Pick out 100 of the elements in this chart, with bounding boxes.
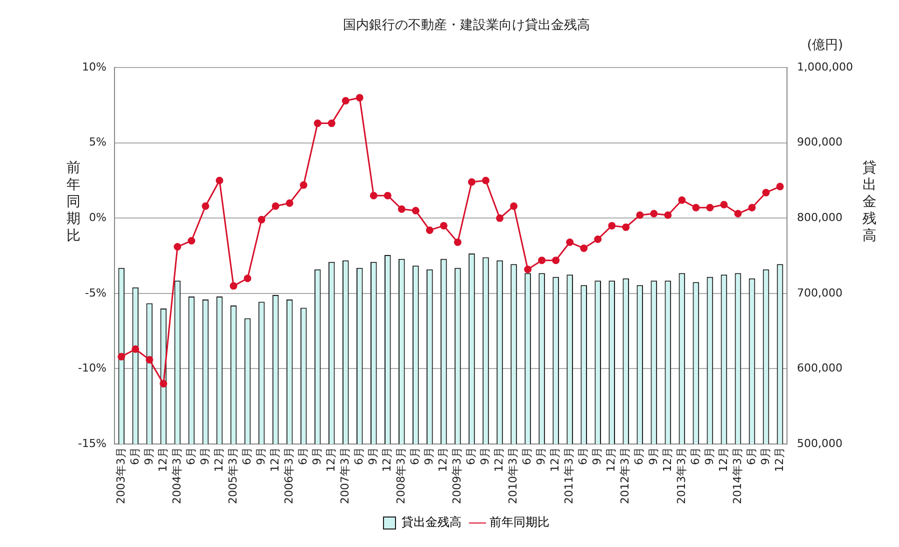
legend-label: 前年同期比 — [490, 515, 550, 530]
x-tick-label: 9月 — [758, 447, 772, 466]
x-tick-label: 12月 — [156, 447, 170, 472]
point — [636, 211, 644, 219]
point — [734, 210, 742, 218]
x-tick-label: 6月 — [464, 447, 478, 466]
point — [356, 94, 364, 102]
y-tick-label: -5% — [84, 286, 106, 300]
x-tick-label: 12月 — [660, 447, 674, 472]
y-tick-label: -10% — [78, 362, 106, 375]
y-tick-label: 5% — [88, 136, 106, 149]
point — [398, 205, 406, 213]
point — [594, 235, 602, 243]
point — [692, 204, 700, 212]
point — [566, 238, 574, 246]
x-tick-label: 2010年3月 — [506, 447, 520, 504]
x-tick-label: 12月 — [716, 447, 730, 472]
x-tick-label: 12月 — [772, 447, 786, 472]
x-tick-label: 9月 — [142, 447, 156, 466]
y2-tick-label: 900,000 — [797, 136, 843, 149]
x-tick-label: 9月 — [254, 447, 268, 466]
x-tick-label: 2007年3月 — [338, 447, 352, 504]
point — [748, 204, 756, 212]
x-tick-label: 12月 — [324, 447, 338, 472]
y2-tick-label: 700,000 — [797, 286, 843, 300]
point — [272, 202, 280, 210]
y2-tick-label: 600,000 — [797, 362, 843, 375]
point — [412, 206, 420, 214]
x-tick-label: 12月 — [212, 447, 226, 472]
x-tick-label: 9月 — [198, 447, 212, 466]
x-tick-label: 6月 — [352, 447, 366, 466]
point — [580, 244, 588, 252]
point — [342, 96, 350, 104]
y2-axis-title: 貸出金残高 — [862, 160, 877, 245]
x-tick-label: 9月 — [702, 447, 716, 466]
point — [650, 210, 658, 218]
point — [230, 282, 238, 290]
x-tick-label: 2009年3月 — [450, 447, 464, 504]
x-tick-label: 9月 — [310, 447, 324, 466]
point — [328, 120, 336, 128]
x-tick-label: 9月 — [478, 447, 492, 466]
point — [160, 380, 168, 388]
point — [454, 238, 462, 246]
point — [720, 200, 728, 208]
point — [244, 274, 252, 282]
point — [258, 216, 266, 224]
point — [552, 256, 560, 264]
y-tick-label: -15% — [78, 436, 106, 450]
x-tick-label: 12月 — [380, 447, 394, 472]
point — [776, 182, 784, 190]
point — [286, 199, 294, 207]
point — [678, 196, 686, 204]
x-tick-label: 6月 — [240, 447, 254, 466]
x-tick-label: 9月 — [422, 447, 436, 466]
chart-title: 国内銀行の不動産・建設業向け貸出金残高 — [343, 17, 590, 34]
point — [314, 120, 322, 128]
y-tick-label: 0% — [88, 211, 106, 224]
point — [622, 223, 630, 231]
point — [216, 176, 224, 184]
x-tick-label: 12月 — [492, 447, 506, 472]
point — [482, 176, 490, 184]
x-tick-label: 6月 — [408, 447, 422, 466]
y2-tick-label: 800,000 — [797, 211, 843, 224]
x-tick-label: 9月 — [366, 447, 380, 466]
x-tick-label: 2004年3月 — [170, 447, 184, 504]
point — [118, 352, 126, 360]
x-tick-label: 6月 — [688, 447, 702, 466]
y-axis-title: 前年同期比 — [66, 160, 81, 245]
x-tick-label: 6月 — [296, 447, 310, 466]
x-tick-label: 2013年3月 — [674, 447, 688, 504]
x-tick-label: 2003年3月 — [114, 447, 128, 504]
point — [538, 256, 546, 264]
x-tick-label: 6月 — [520, 447, 534, 466]
point — [174, 243, 182, 251]
point — [524, 266, 532, 274]
y2-tick-label: 1,000,000 — [797, 60, 853, 74]
point — [510, 202, 518, 210]
x-tick-label: 2008年3月 — [394, 447, 408, 504]
x-tick-label: 6月 — [128, 447, 142, 466]
x-tick-label: 9月 — [646, 447, 660, 466]
x-tick-label: 12月 — [604, 447, 618, 472]
point — [706, 204, 714, 212]
point — [146, 356, 154, 364]
x-tick-label: 2014年3月 — [730, 447, 744, 504]
x-tick-label: 6月 — [576, 447, 590, 466]
x-tick-label: 6月 — [632, 447, 646, 466]
point — [664, 211, 672, 219]
x-tick-label: 9月 — [590, 447, 604, 466]
x-tick-label: 9月 — [534, 447, 548, 466]
point — [496, 214, 504, 222]
x-tick-label: 12月 — [268, 447, 282, 472]
x-tick-label: 2006年3月 — [282, 447, 296, 504]
point — [300, 181, 308, 189]
point — [426, 226, 434, 234]
point — [202, 202, 210, 210]
point — [384, 192, 392, 200]
x-tick-label: 12月 — [548, 447, 562, 472]
point — [132, 345, 140, 353]
y-tick-label: 10% — [82, 60, 106, 74]
y2-tick-label: 500,000 — [797, 436, 843, 450]
